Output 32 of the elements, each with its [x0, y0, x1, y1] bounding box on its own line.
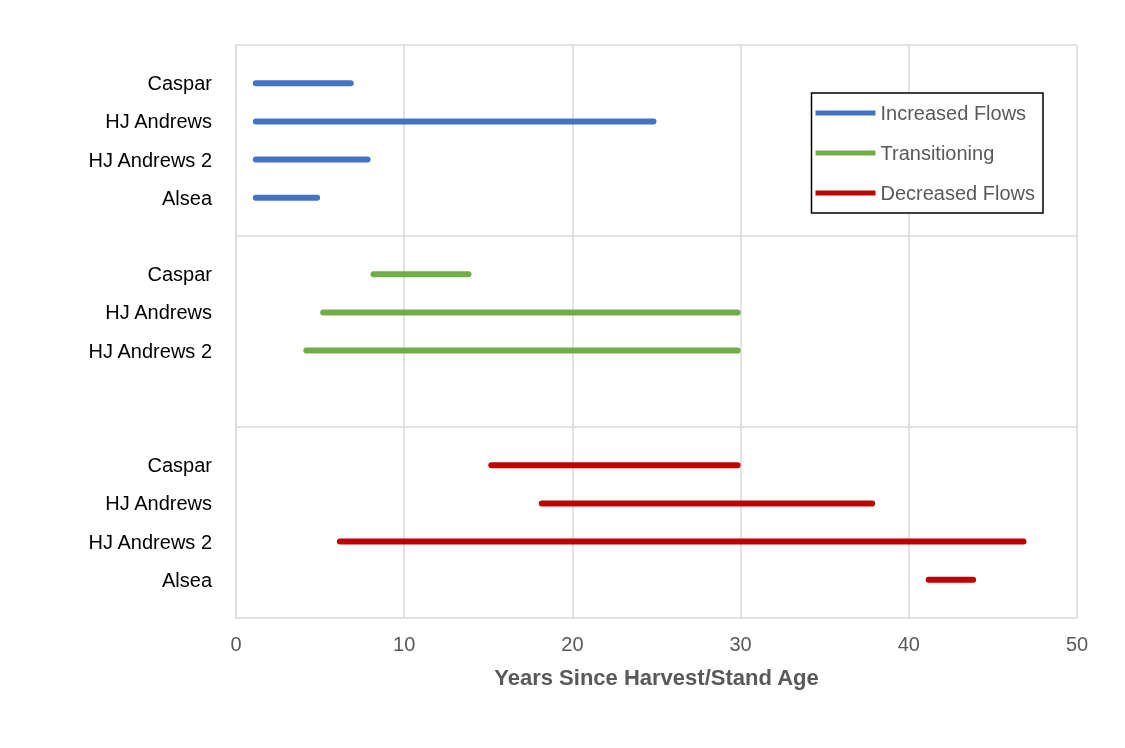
y-tick-label: Alsea [161, 568, 213, 591]
bar [252, 118, 657, 125]
y-tick-label: HJ Andrews 2 [88, 530, 212, 553]
bar [252, 194, 321, 201]
bar [336, 538, 1027, 545]
y-tick-label: HJ Andrews [105, 492, 212, 515]
x-tick-label: 40 [897, 633, 920, 655]
y-tick-label: Caspar [147, 454, 213, 477]
x-tick-label: 50 [1065, 633, 1089, 655]
y-tick-label: HJ Andrews 2 [88, 339, 212, 362]
y-tick-label: HJ Andrews [105, 110, 212, 133]
bar [370, 271, 472, 278]
bar [252, 80, 354, 87]
legend-label: Increased Flows [880, 102, 1027, 124]
x-tick-label: 20 [561, 633, 584, 655]
x-tick-label: 0 [230, 633, 242, 655]
bar [925, 576, 977, 583]
bar [320, 309, 741, 316]
x-tick-label: 10 [393, 633, 416, 655]
x-tick-label: 30 [729, 633, 752, 655]
y-tick-label: HJ Andrews 2 [88, 148, 212, 171]
y-tick-label: Alsea [161, 186, 213, 209]
y-tick-label: HJ Andrews [105, 301, 212, 324]
bar [538, 500, 876, 507]
x-axis-title: Years Since Harvest/Stand Age [494, 664, 819, 690]
y-tick-label: Caspar [147, 263, 213, 286]
bar [252, 156, 371, 163]
bar [488, 462, 741, 469]
legend-label: Transitioning [880, 142, 995, 164]
y-tick-label: Caspar [147, 72, 213, 95]
legend-label: Decreased Flows [880, 182, 1036, 204]
bar [303, 347, 741, 354]
